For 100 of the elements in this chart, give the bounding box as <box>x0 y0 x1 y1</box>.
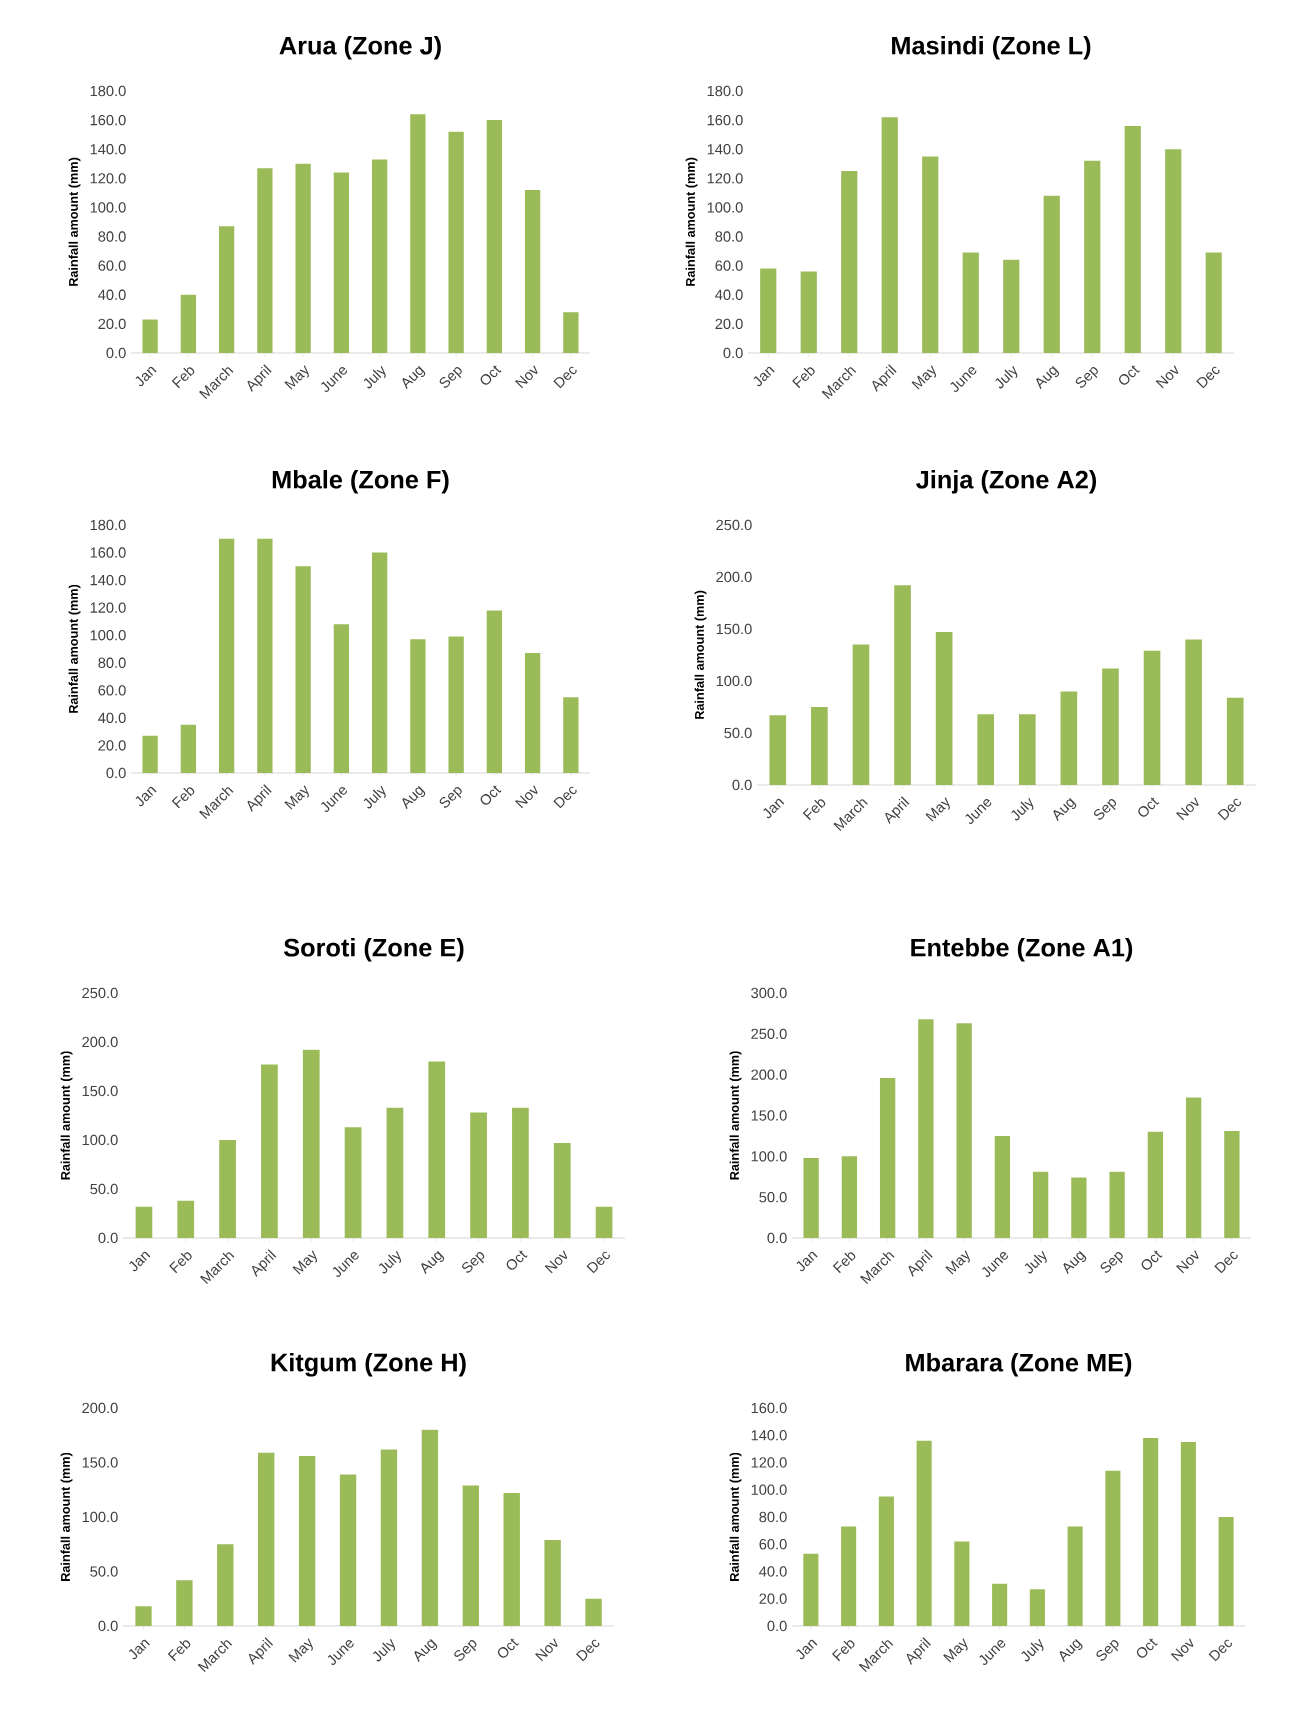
x-tick-label: Jan <box>753 366 775 387</box>
x-tick-label: Aug <box>1036 365 1060 390</box>
bar <box>841 1526 857 1626</box>
bar <box>261 1064 278 1238</box>
bar <box>371 159 388 353</box>
x-tick-label: Feb <box>792 367 815 389</box>
x-tick-label: Sep <box>1100 1251 1123 1273</box>
y-tick-label: 20.0 <box>759 1593 787 1604</box>
x-tick-label: Sep <box>462 1251 485 1273</box>
x-tick-label: Sep <box>1093 798 1117 820</box>
bar <box>486 610 503 773</box>
x-tick-label: Dec <box>575 1639 600 1662</box>
bar <box>380 1449 398 1626</box>
y-tick-label: 0.0 <box>767 1232 787 1244</box>
chart-title: Soroti (Zone E) <box>283 938 464 962</box>
x-tick-label: July <box>1021 1638 1044 1662</box>
y-tick-label: 200.0 <box>82 1402 118 1414</box>
bar <box>760 268 777 353</box>
y-tick-label: 100.0 <box>90 630 126 641</box>
y-tick-label: 40.0 <box>98 289 126 300</box>
bar <box>916 1440 932 1626</box>
y-tick-label: 120.0 <box>751 1457 787 1468</box>
bar <box>135 1606 152 1626</box>
bar <box>512 1107 529 1238</box>
bar <box>553 1142 571 1238</box>
x-tick-label: Jan <box>129 1251 151 1272</box>
bar <box>922 156 939 353</box>
x-tick-label: July <box>1011 797 1034 821</box>
chart-title: Jinja (Zone A2) <box>916 469 1097 494</box>
x-tick-label: Dec <box>1196 366 1220 389</box>
y-axis-title: Rainfall amount (mm) <box>60 1452 73 1581</box>
y-tick-label: 40.0 <box>759 1566 787 1577</box>
y-tick-label: 80.0 <box>98 231 126 242</box>
x-tick-label: Nov <box>1170 1638 1194 1662</box>
y-axis-title: Rainfall amount (mm) <box>60 1051 73 1180</box>
y-axis-title: Rainfall amount (mm) <box>685 157 698 286</box>
x-tick-label: Oct <box>506 1250 528 1270</box>
x-tick-label: Nov <box>544 1250 568 1274</box>
bar <box>1185 639 1202 785</box>
bar <box>994 1135 1011 1238</box>
x-tick-label: Sep <box>1075 366 1098 388</box>
y-tick-label: 40.0 <box>715 289 743 300</box>
bar <box>1060 691 1078 785</box>
y-tick-label: 60.0 <box>98 260 126 271</box>
y-tick-label: 40.0 <box>98 712 126 724</box>
bar <box>841 171 858 353</box>
y-tick-label: 50.0 <box>90 1566 118 1577</box>
x-tick-label: Feb <box>832 1640 855 1662</box>
bar <box>177 1200 195 1238</box>
y-tick-label: 160.0 <box>707 114 743 126</box>
y-tick-label: 0.0 <box>732 779 752 791</box>
x-tick-label: Aug <box>402 365 426 390</box>
y-tick-label: 250.0 <box>82 987 118 999</box>
bar <box>1143 650 1161 785</box>
x-tick-label: Oct <box>1119 365 1140 385</box>
x-tick-label: July <box>372 1638 396 1662</box>
x-tick-label: Feb <box>171 367 195 389</box>
bar <box>563 312 579 353</box>
chart-title: Arua (Zone J) <box>279 35 441 60</box>
bar <box>544 1539 561 1626</box>
y-axis-title: Rainfall amount (mm) <box>68 584 81 713</box>
x-tick-label: Feb <box>832 1252 856 1274</box>
bar <box>769 715 787 785</box>
bar <box>524 653 541 773</box>
y-tick-label: 140.0 <box>707 144 743 155</box>
bar <box>339 1474 357 1626</box>
bar <box>878 1496 894 1626</box>
y-tick-label: 80.0 <box>759 1511 787 1523</box>
chart-title: Mbarara (Zone ME) <box>906 1353 1132 1377</box>
x-tick-label: Nov <box>515 365 538 389</box>
bar <box>800 271 817 353</box>
bar <box>1029 1589 1045 1626</box>
bar <box>333 172 350 353</box>
bar <box>1143 1437 1159 1626</box>
y-tick-label: 160.0 <box>90 547 126 558</box>
y-axis-title: Rainfall amount (mm) <box>729 1452 742 1581</box>
bar <box>1018 714 1036 785</box>
chart-title: Mbale (Zone F) <box>272 469 449 494</box>
y-tick-label: 0.0 <box>98 1620 118 1632</box>
bar <box>803 1157 819 1238</box>
x-tick-label: Nov <box>515 785 538 809</box>
y-tick-label: 120.0 <box>707 173 743 184</box>
bar <box>811 706 828 785</box>
bar <box>852 644 870 785</box>
bar <box>410 114 426 353</box>
x-tick-label: Sep <box>1096 1639 1119 1661</box>
bar <box>563 697 579 773</box>
bar <box>803 1553 819 1626</box>
bar <box>142 319 158 353</box>
y-tick-label: 120.0 <box>90 602 126 613</box>
y-tick-label: 200.0 <box>716 571 752 583</box>
bar <box>371 552 388 773</box>
bar <box>935 632 953 785</box>
x-tick-label: Feb <box>171 787 195 809</box>
bar <box>333 624 350 773</box>
y-tick-label: 50.0 <box>90 1183 118 1195</box>
y-tick-label: 60.0 <box>98 685 126 696</box>
x-tick-label: Aug <box>421 1250 445 1275</box>
bar <box>1226 697 1244 785</box>
bar <box>992 1583 1008 1626</box>
